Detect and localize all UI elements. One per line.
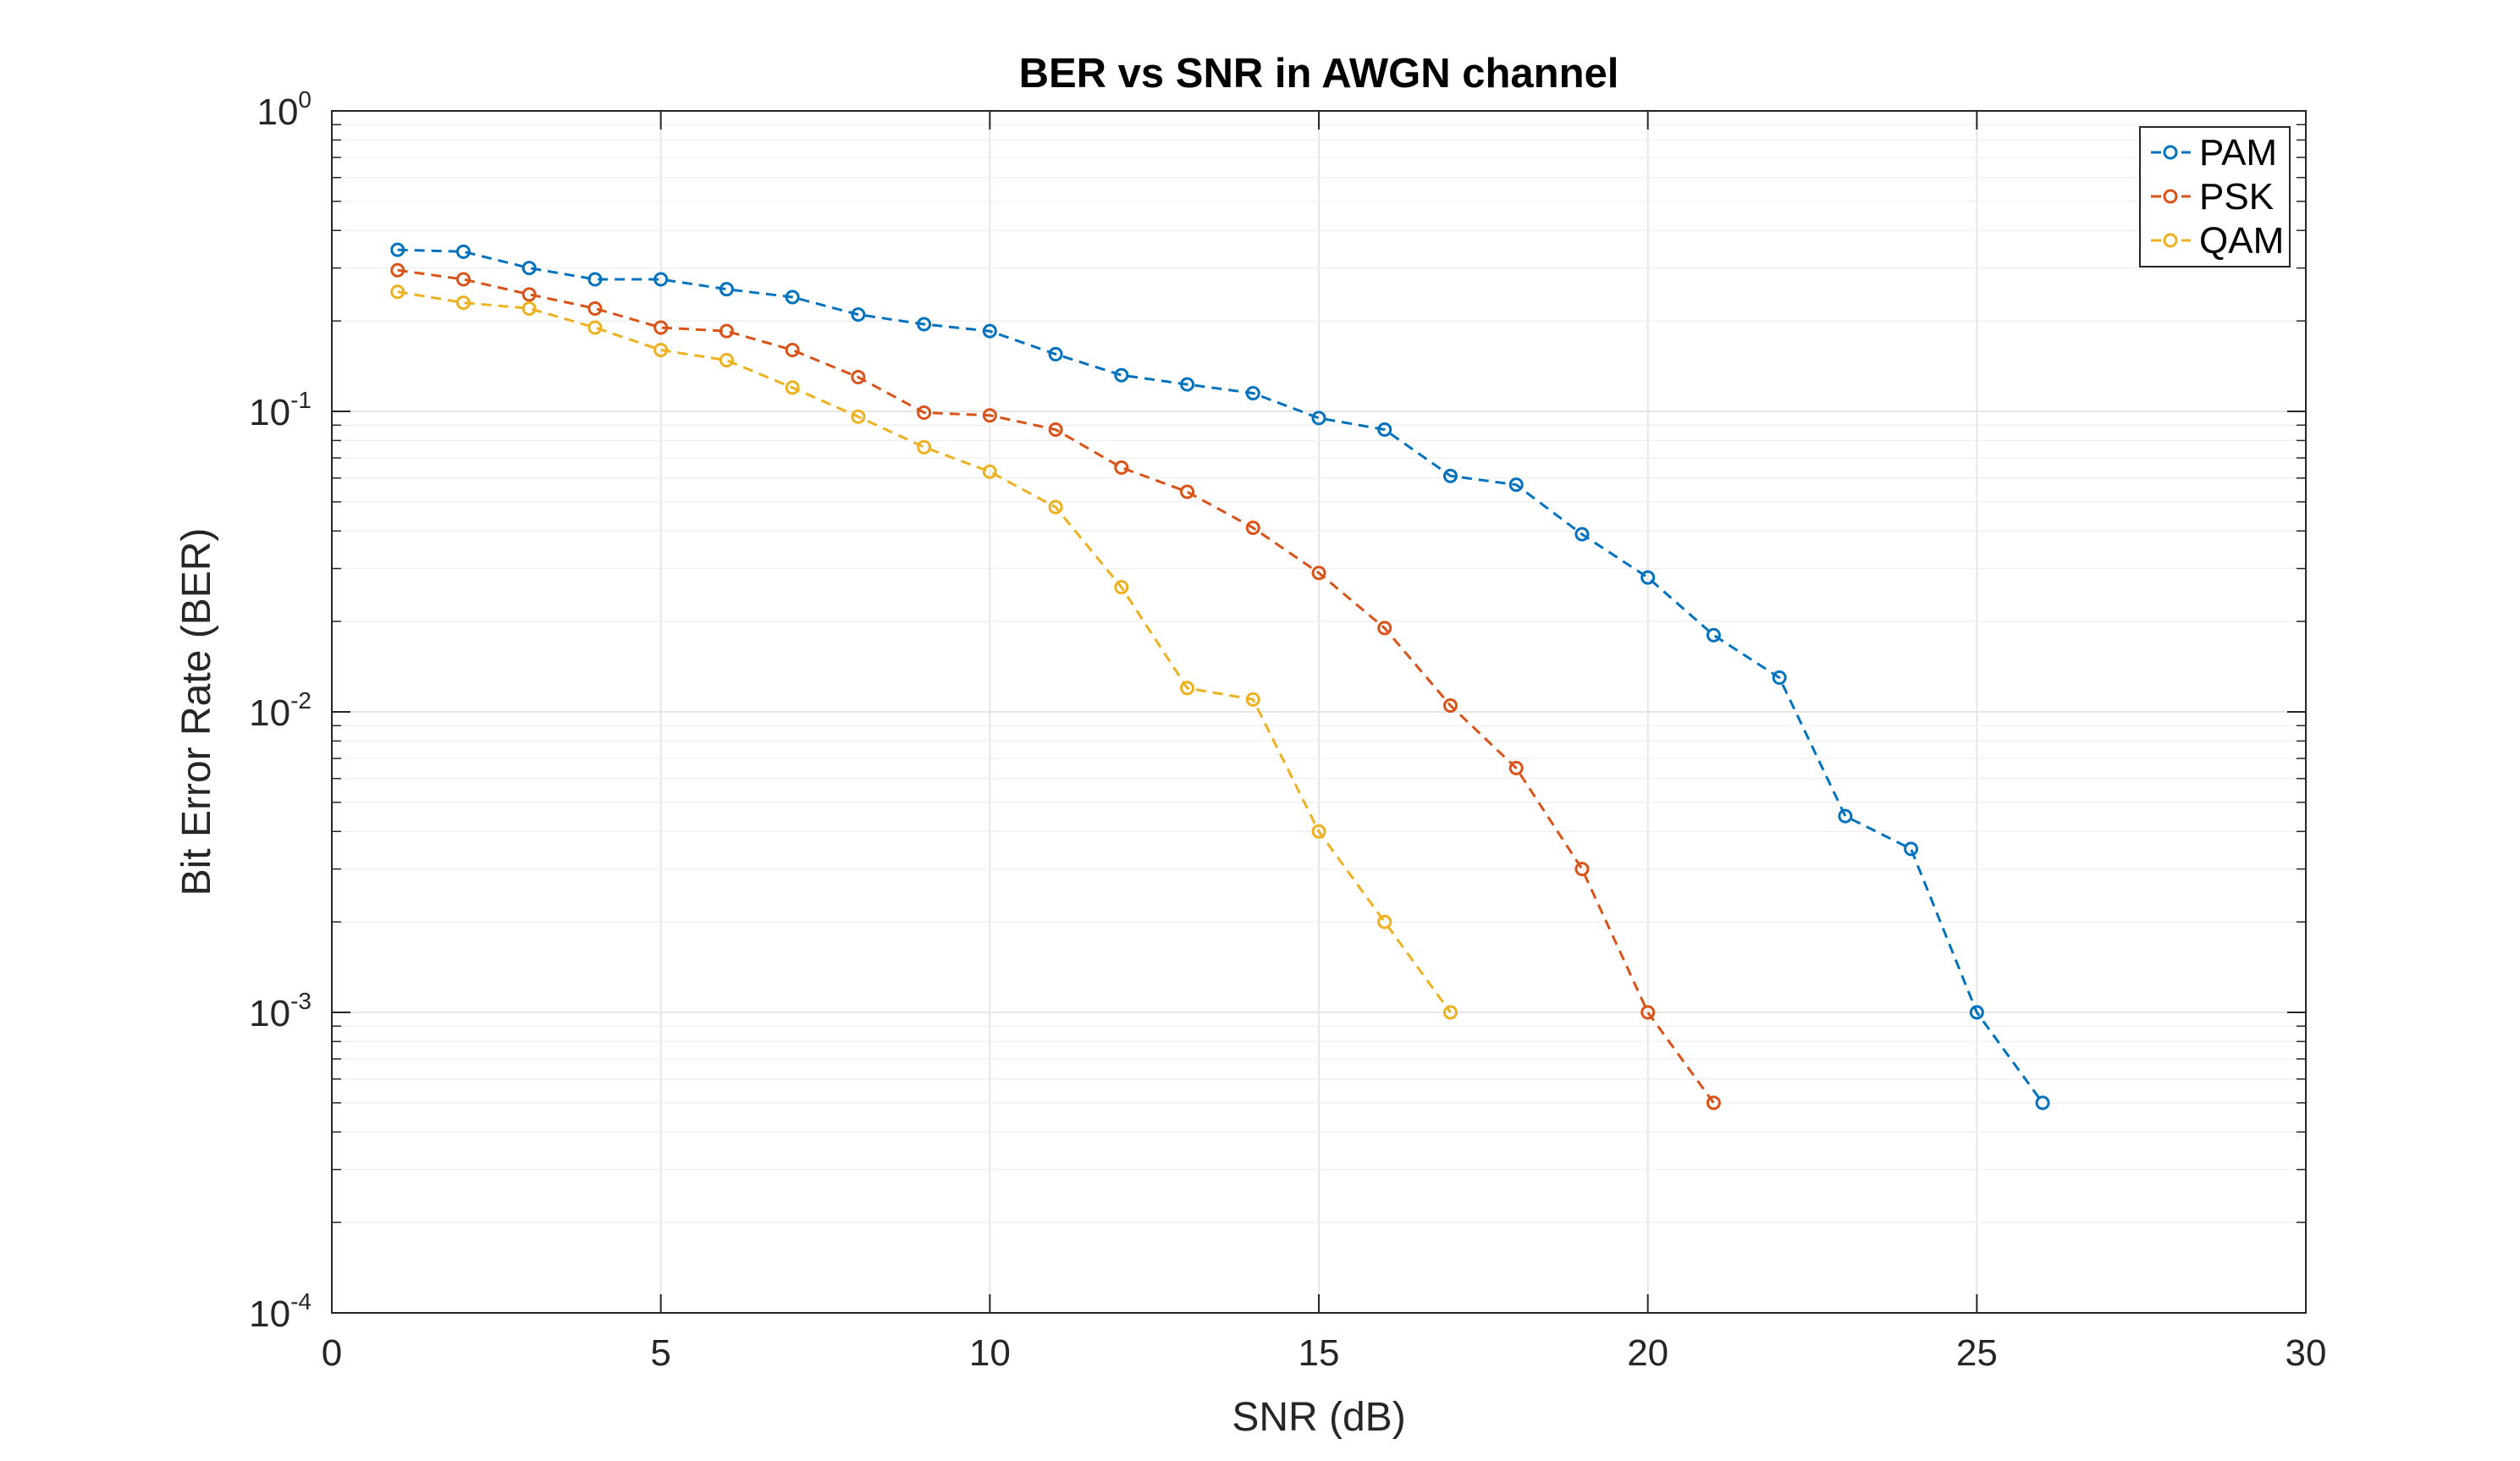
data-point-pam — [1574, 527, 1590, 542]
x-axis-label: SNR (dB) — [1232, 1395, 1405, 1440]
data-point-psk — [1706, 1095, 1721, 1111]
data-point-qam — [917, 439, 932, 455]
series-line-psk — [397, 268, 1715, 1104]
data-point-pam — [1114, 367, 1129, 383]
data-point-pam — [851, 307, 866, 323]
data-point-qam — [521, 300, 537, 316]
data-point-pam — [521, 261, 537, 276]
data-point-qam — [1245, 692, 1260, 707]
data-point-pam — [1838, 808, 1853, 824]
data-point-psk — [390, 262, 405, 278]
data-point-psk — [1048, 422, 1063, 437]
data-point-pam — [1969, 1005, 1984, 1020]
data-point-qam — [455, 295, 471, 311]
legend-label-psk: PSK — [2199, 176, 2274, 218]
data-point-qam — [785, 380, 800, 395]
data-point-pam — [1772, 670, 1787, 686]
legend-label-qam: QAM — [2199, 220, 2284, 262]
x-tick-label: 0 — [322, 1332, 342, 1374]
data-point-qam — [587, 320, 603, 335]
data-point-pam — [1048, 346, 1063, 361]
series-pam — [390, 242, 2050, 1111]
data-point-pam — [1377, 422, 1392, 437]
data-point-qam — [982, 464, 997, 479]
series-line-qam — [397, 290, 1452, 1013]
data-point-pam — [1245, 385, 1260, 400]
x-tick-label: 25 — [1956, 1332, 1998, 1374]
data-point-psk — [521, 287, 537, 302]
data-point-pam — [1508, 477, 1524, 493]
x-tick-label: 20 — [1627, 1332, 1668, 1374]
data-point-psk — [1377, 620, 1392, 636]
data-point-psk — [455, 272, 471, 287]
data-point-qam — [653, 343, 669, 358]
data-point-pam — [653, 272, 669, 287]
legend-label-pam: PAM — [2199, 132, 2277, 174]
x-tick-label: 5 — [650, 1332, 670, 1374]
data-point-psk — [719, 323, 734, 339]
data-point-psk — [785, 343, 800, 358]
data-point-pam — [719, 282, 734, 297]
data-point-psk — [587, 300, 603, 316]
data-point-pam — [1442, 468, 1458, 483]
series-qam — [390, 284, 1458, 1020]
data-point-pam — [1640, 570, 1656, 585]
data-point-qam — [1442, 1005, 1458, 1020]
data-point-pam — [1904, 841, 1919, 857]
data-point-psk — [1442, 697, 1458, 713]
legend-marker-qam — [2163, 233, 2178, 248]
data-point-qam — [1048, 499, 1063, 515]
data-point-qam — [1114, 580, 1129, 595]
data-point-qam — [1377, 914, 1392, 929]
data-point-qam — [719, 353, 734, 368]
data-point-psk — [1245, 520, 1260, 535]
y-axis-label: Bit Error Rate (BER) — [174, 528, 219, 896]
y-tick-label: 10-2 — [249, 687, 312, 734]
data-point-psk — [917, 405, 932, 421]
legend-marker-psk — [2163, 189, 2178, 204]
data-point-qam — [851, 409, 866, 424]
data-point-qam — [390, 284, 405, 300]
data-point-pam — [455, 244, 471, 259]
y-tick-label: 10-3 — [249, 988, 312, 1034]
x-tick-label: 15 — [1299, 1332, 1340, 1374]
data-series — [390, 242, 2050, 1111]
data-point-pam — [785, 289, 800, 305]
data-point-psk — [982, 408, 997, 423]
axis-ticks: 0 5 10 15 20 25 30 100 10-1 10-2 10-3 10-4 — [249, 86, 2326, 1374]
x-tick-label: 10 — [969, 1332, 1011, 1374]
data-point-psk — [1574, 862, 1590, 877]
data-point-pam — [587, 272, 603, 287]
data-point-psk — [851, 370, 866, 385]
data-point-pam — [2035, 1095, 2050, 1111]
y-tick-label: 100 — [256, 86, 312, 133]
data-point-qam — [1311, 824, 1326, 839]
y-tick-label: 10-1 — [249, 387, 312, 433]
data-point-pam — [1180, 377, 1195, 392]
series-line-pam — [397, 248, 2044, 1104]
data-point-qam — [1180, 681, 1195, 696]
y-tick-label: 10-4 — [249, 1288, 312, 1335]
grid-lines — [332, 111, 2306, 1313]
data-point-psk — [1508, 760, 1524, 775]
data-point-psk — [1180, 484, 1195, 499]
data-point-psk — [1640, 1005, 1656, 1020]
data-point-pam — [390, 242, 405, 257]
data-point-pam — [1706, 627, 1721, 642]
series-psk — [390, 262, 1721, 1111]
x-tick-label: 30 — [2286, 1332, 2327, 1374]
data-point-psk — [1114, 460, 1129, 475]
legend-marker-pam — [2163, 145, 2178, 160]
chart-title: BER vs SNR in AWGN channel — [1019, 51, 1619, 96]
data-point-pam — [1311, 411, 1326, 426]
data-point-pam — [982, 323, 997, 339]
data-point-psk — [653, 320, 669, 335]
data-point-psk — [1311, 565, 1326, 581]
data-point-pam — [917, 317, 932, 332]
